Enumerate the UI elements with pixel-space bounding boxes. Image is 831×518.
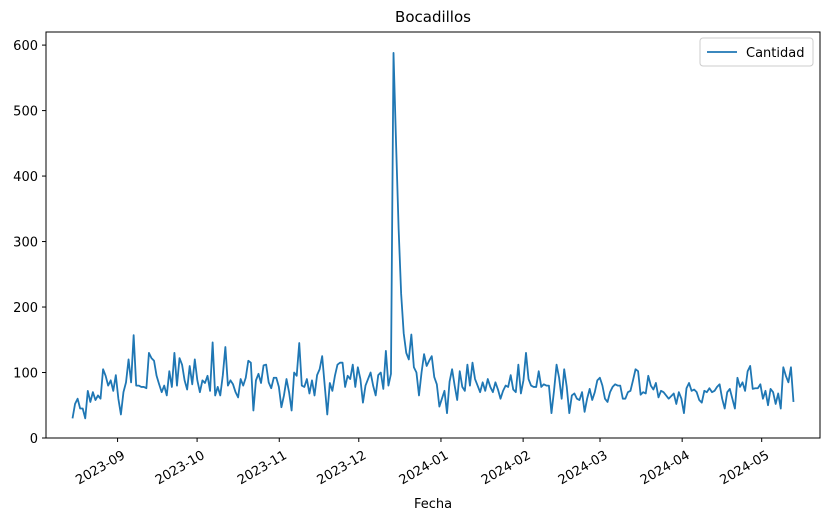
chart-title: Bocadillos <box>395 8 471 26</box>
x-axis: 2023-09 2023-10 2023-11 2023-12 2024-01 2024-… <box>73 438 772 488</box>
legend-box <box>699 37 814 67</box>
x-tick-label: 2023-11 <box>235 448 290 488</box>
x-tick-label: 2024-05 <box>718 448 773 488</box>
y-tick-label: 100 <box>13 367 38 382</box>
x-axis-label: Fecha <box>414 497 452 512</box>
x-tick-label: 2023-12 <box>315 448 370 488</box>
x-tick-label: 2023-10 <box>153 448 208 488</box>
y-tick-label: 300 <box>13 236 38 251</box>
plot-frame <box>45 31 821 439</box>
plot-area <box>71 52 795 420</box>
x-tick-label: 2024-03 <box>556 448 611 488</box>
y-tick-label: 500 <box>13 105 38 120</box>
x-tick-label: 2024-02 <box>479 448 534 488</box>
x-tick-label: 2024-04 <box>638 448 693 488</box>
y-axis: 0 100 200 300 400 500 600 <box>13 39 46 447</box>
legend-label: Cantidad <box>746 46 804 61</box>
y-tick-label: 600 <box>13 39 38 54</box>
legend: Cantidad <box>699 37 814 67</box>
y-tick-label: 400 <box>13 170 38 185</box>
y-tick-label: 200 <box>13 301 38 316</box>
x-tick-label: 2024-01 <box>397 448 452 488</box>
series-line-cantidad <box>71 52 795 420</box>
x-tick-label: 2023-09 <box>73 448 128 488</box>
y-tick-label: 0 <box>30 432 38 447</box>
